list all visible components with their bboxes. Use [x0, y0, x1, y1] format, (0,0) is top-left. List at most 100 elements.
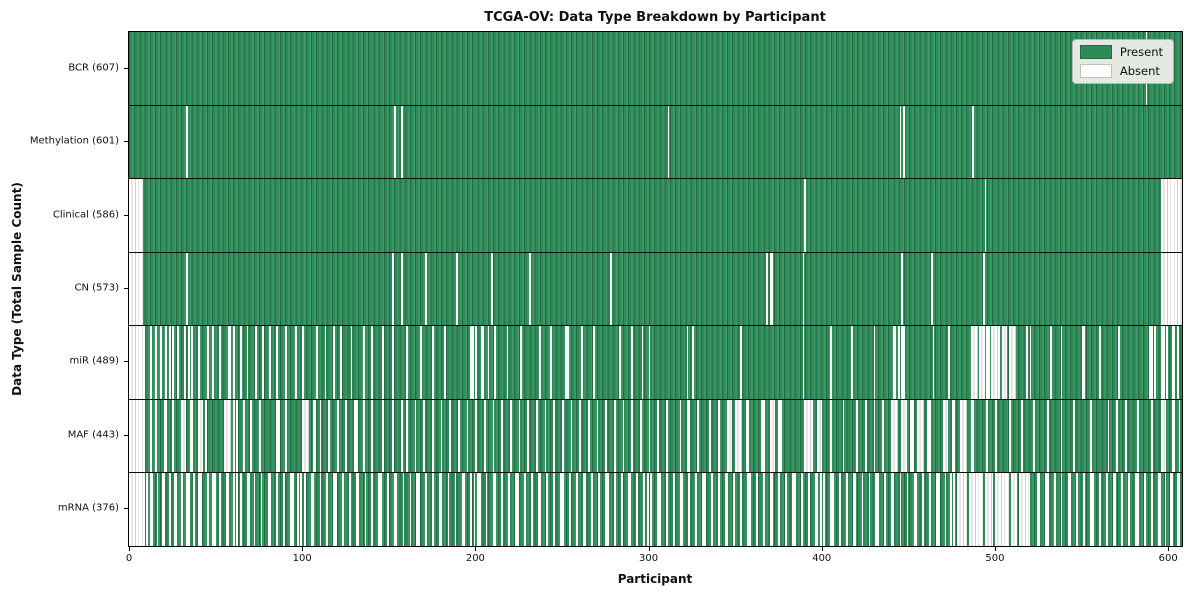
absent-stripe	[494, 326, 497, 399]
absent-stripe	[804, 179, 807, 252]
absent-stripe	[1045, 473, 1049, 547]
absent-stripe	[927, 399, 931, 473]
absent-stripe	[362, 326, 365, 399]
absent-stripe	[672, 473, 675, 547]
absent-stripe	[232, 473, 235, 547]
absent-stripe	[473, 473, 476, 547]
absent-stripe	[968, 473, 983, 547]
absent-stripe	[622, 399, 625, 473]
x-tick-label: 600	[1158, 553, 1178, 564]
absent-stripe	[381, 399, 384, 473]
absent-stripe	[477, 473, 481, 547]
absent-stripe	[262, 326, 265, 399]
absent-stripe	[414, 399, 417, 473]
x-tick-mark	[129, 547, 130, 551]
absent-stripe	[276, 473, 278, 547]
absent-stripe	[154, 326, 157, 399]
absent-stripe	[922, 473, 924, 547]
absent-stripe	[432, 473, 434, 547]
absent-stripe	[802, 326, 805, 399]
absent-stripe	[1178, 399, 1181, 473]
absent-stripe	[842, 399, 845, 473]
legend-entry-present: Present	[1079, 45, 1163, 59]
x-tick-mark	[475, 547, 476, 551]
absent-stripe	[416, 473, 420, 547]
y-tick-label-bcr: BCR (607)	[68, 62, 119, 74]
absent-stripe	[345, 399, 348, 473]
absent-stripe	[387, 473, 389, 547]
absent-stripe	[565, 326, 569, 399]
legend: Present Absent	[1071, 39, 1174, 84]
absent-stripe	[717, 473, 720, 547]
absent-stripe	[686, 399, 691, 473]
x-tick-label: 0	[125, 553, 133, 564]
absent-stripe	[1136, 399, 1139, 473]
x-tick-label: 500	[985, 553, 1005, 564]
absent-stripe	[419, 326, 422, 399]
absent-stripe	[449, 399, 452, 473]
absent-stripe	[891, 473, 895, 547]
absent-stripe	[581, 326, 583, 399]
absent-stripe	[948, 326, 950, 399]
absent-stripe	[239, 473, 242, 547]
x-tick-label: 300	[639, 553, 659, 564]
absent-stripe	[913, 473, 917, 547]
y-tick-mark	[124, 68, 128, 69]
absent-stripe	[219, 326, 221, 399]
absent-stripe	[302, 399, 310, 473]
absent-stripe	[646, 473, 649, 547]
absent-stripe	[312, 399, 317, 473]
absent-stripe	[901, 326, 905, 399]
absent-stripe	[392, 399, 394, 473]
absent-stripe	[873, 326, 876, 399]
absent-stripe	[392, 252, 394, 326]
absent-stripe	[568, 473, 571, 547]
x-tick-label: 200	[465, 553, 485, 564]
absent-stripe	[189, 399, 194, 473]
absent-stripe	[605, 473, 609, 547]
y-tick-label-clinical: Clinical (586)	[52, 209, 119, 221]
absent-stripe	[537, 473, 542, 547]
absent-stripe	[686, 326, 689, 399]
absent-stripe	[149, 473, 154, 547]
y-tick-mark	[124, 435, 128, 436]
absent-stripe	[1112, 473, 1117, 547]
absent-stripe	[665, 473, 668, 547]
absent-stripe	[1050, 326, 1053, 399]
absent-stripe	[191, 326, 194, 399]
absent-stripe	[1161, 252, 1182, 326]
absent-stripe	[501, 399, 504, 473]
plot-area: Present Absent	[128, 31, 1183, 547]
absent-stripe	[439, 473, 443, 547]
absent-stripe	[1076, 473, 1079, 547]
presence-rows	[129, 32, 1182, 547]
absent-stripe	[1053, 473, 1056, 547]
absent-stripe	[1154, 326, 1156, 399]
absent-stripe	[735, 399, 743, 473]
absent-stripe	[1060, 399, 1063, 473]
absent-stripe	[319, 399, 322, 473]
x-tick-label: 400	[812, 553, 832, 564]
absent-stripe	[336, 399, 339, 473]
absent-stripe	[333, 473, 337, 547]
absent-stripe	[174, 473, 178, 547]
absent-stripe	[570, 399, 573, 473]
absent-stripe	[1171, 399, 1176, 473]
absent-stripe	[406, 399, 408, 473]
absent-stripe	[951, 399, 956, 473]
absent-stripe	[605, 399, 607, 473]
absent-stripe	[1001, 326, 1008, 399]
absent-stripe	[523, 473, 526, 547]
absent-stripe	[129, 473, 145, 547]
absent-stripe	[506, 326, 509, 399]
absent-stripe	[518, 399, 521, 473]
absent-stripe	[1026, 326, 1028, 399]
absent-stripe	[856, 399, 859, 473]
absent-stripe	[423, 399, 426, 473]
absent-stripe	[324, 326, 327, 399]
absent-stripe	[319, 473, 322, 547]
absent-stripe	[232, 399, 235, 473]
absent-stripe	[769, 399, 775, 473]
absent-stripe	[884, 473, 886, 547]
absent-stripe	[1008, 399, 1011, 473]
